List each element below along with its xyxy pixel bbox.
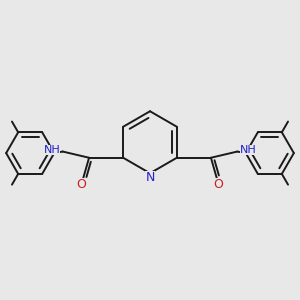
Text: NH: NH [240, 145, 256, 155]
Text: O: O [214, 178, 224, 190]
Text: O: O [76, 178, 86, 190]
Text: NH: NH [44, 145, 60, 155]
Text: N: N [145, 171, 155, 184]
